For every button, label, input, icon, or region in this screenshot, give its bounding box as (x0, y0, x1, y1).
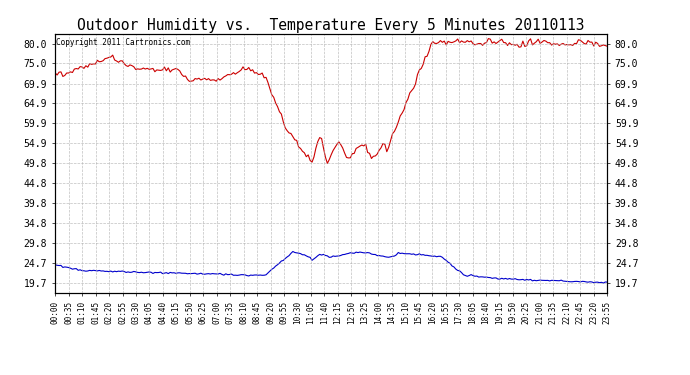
Title: Outdoor Humidity vs.  Temperature Every 5 Minutes 20110113: Outdoor Humidity vs. Temperature Every 5… (77, 18, 585, 33)
Text: Copyright 2011 Cartronics.com: Copyright 2011 Cartronics.com (57, 38, 190, 46)
